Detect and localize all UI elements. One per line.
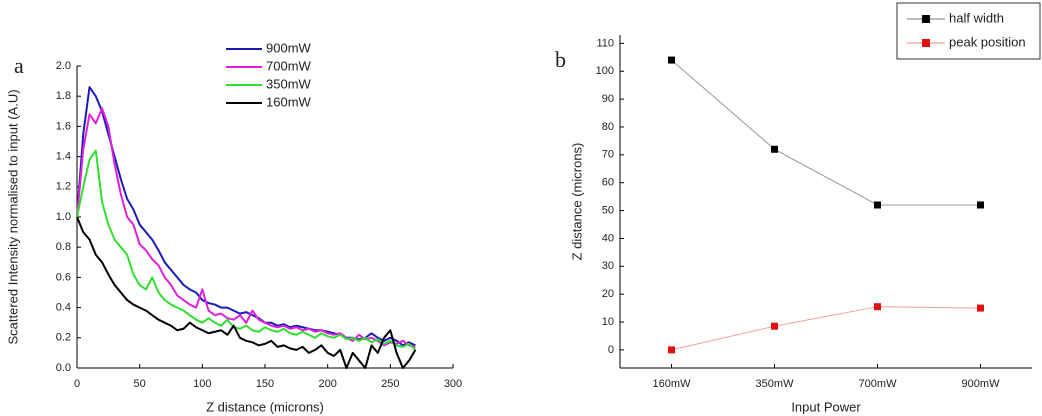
y-tick-label: 60 xyxy=(602,177,614,189)
x-tick-label: 160mW xyxy=(653,378,692,390)
x-tick-label: 50 xyxy=(134,378,146,390)
y-tick-label: 1.6 xyxy=(56,120,71,132)
marker xyxy=(977,304,984,312)
marker xyxy=(977,201,984,209)
legend-label: 700mW xyxy=(266,58,312,73)
x-axis-label: Z distance (microns) xyxy=(206,399,324,414)
y-tick-label: 1.2 xyxy=(56,181,71,193)
series-line xyxy=(671,59,981,206)
y-tick-label: 0 xyxy=(608,344,614,356)
marker xyxy=(771,322,778,330)
legend-marker xyxy=(922,39,930,47)
marker xyxy=(771,145,778,153)
y-tick-label: 1.0 xyxy=(56,211,71,223)
y-tick-label: 1.4 xyxy=(56,151,71,163)
series-line xyxy=(76,86,416,347)
y-axis-label: Z distance (microns) xyxy=(569,143,584,261)
y-tick-label: 90 xyxy=(602,93,614,105)
y-tick-label: 0.6 xyxy=(56,271,71,283)
legend-label: peak position xyxy=(949,34,1026,49)
y-tick-label: 10 xyxy=(602,316,614,328)
marker xyxy=(874,201,881,209)
y-tick-label: 0.0 xyxy=(56,362,71,374)
series-line xyxy=(671,306,981,351)
legend-marker xyxy=(922,15,930,23)
y-axis-label: Scattered Intensity normalised to input … xyxy=(5,89,20,344)
series-line xyxy=(76,149,417,351)
legend-label: half width xyxy=(949,10,1004,25)
x-tick-label: 100 xyxy=(193,378,211,390)
marker xyxy=(668,346,675,354)
x-tick-label: 900mW xyxy=(962,378,1001,390)
y-tick-label: 100 xyxy=(596,65,614,77)
x-tick-label: 300 xyxy=(444,378,462,390)
panel-label: a xyxy=(14,53,24,78)
y-tick-label: 0.2 xyxy=(56,332,71,344)
panel-label: b xyxy=(555,47,566,72)
marker xyxy=(874,303,881,311)
y-tick-label: 0.8 xyxy=(56,241,71,253)
legend-label: 350mW xyxy=(266,76,312,91)
x-tick-label: 150 xyxy=(256,378,274,390)
y-tick-label: 20 xyxy=(602,288,614,300)
x-axis-label: Input Power xyxy=(791,399,861,414)
x-tick-label: 200 xyxy=(318,378,336,390)
x-tick-label: 700mW xyxy=(859,378,898,390)
y-tick-label: 80 xyxy=(602,121,614,133)
x-tick-label: 250 xyxy=(381,378,399,390)
x-tick-label: 350mW xyxy=(756,378,795,390)
y-tick-label: 70 xyxy=(602,149,614,161)
y-tick-label: 0.4 xyxy=(56,302,71,314)
y-tick-label: 30 xyxy=(602,260,614,272)
legend-box xyxy=(896,2,1041,60)
series-line xyxy=(76,216,417,369)
marker xyxy=(668,56,675,64)
y-tick-label: 1.8 xyxy=(56,90,71,102)
x-tick-label: 0 xyxy=(74,378,80,390)
legend-label: 900mW xyxy=(266,40,312,55)
y-tick-label: 110 xyxy=(596,37,614,49)
y-tick-label: 50 xyxy=(602,204,614,216)
series-line xyxy=(76,107,416,348)
y-tick-label: 40 xyxy=(602,232,614,244)
y-tick-label: 2.0 xyxy=(56,60,71,72)
legend-label: 160mW xyxy=(266,94,312,109)
